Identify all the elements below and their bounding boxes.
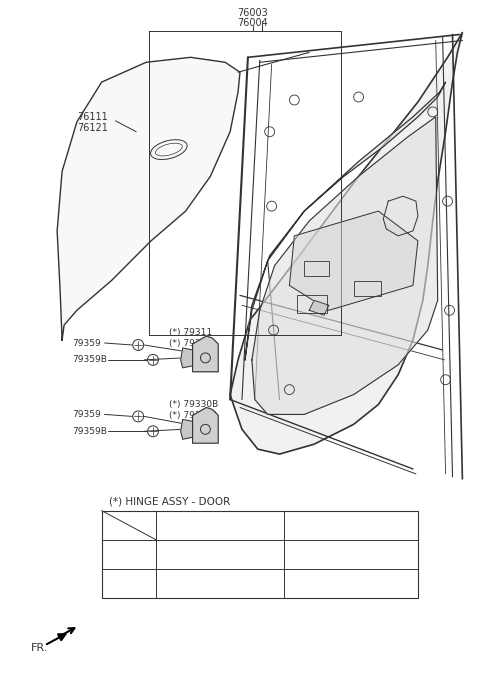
Bar — [102, 510, 418, 598]
Text: 76111: 76111 — [77, 112, 108, 122]
Text: (*) 79330B: (*) 79330B — [169, 400, 218, 409]
Polygon shape — [252, 117, 438, 414]
Polygon shape — [57, 57, 240, 340]
Text: 79359B: 79359B — [72, 427, 107, 436]
Text: 79359: 79359 — [72, 339, 101, 348]
Text: 79359B: 79359B — [72, 355, 107, 364]
Text: 79325-1Y300: 79325-1Y300 — [319, 579, 384, 589]
Bar — [297, 295, 327, 313]
Polygon shape — [192, 407, 218, 443]
Text: (*) 79311: (*) 79311 — [169, 328, 212, 337]
Polygon shape — [192, 336, 218, 372]
Bar — [354, 280, 381, 296]
Text: (*) 79312: (*) 79312 — [169, 339, 212, 348]
Text: (*) 79340A: (*) 79340A — [169, 411, 218, 420]
Text: 79315-1Y300: 79315-1Y300 — [319, 550, 384, 561]
Polygon shape — [180, 348, 192, 368]
Text: 79310-2V000: 79310-2V000 — [188, 550, 253, 561]
Polygon shape — [245, 82, 445, 360]
Text: LH: LH — [122, 550, 135, 561]
Bar — [304, 260, 329, 275]
Text: 79320-2V000: 79320-2V000 — [187, 579, 253, 589]
Polygon shape — [309, 300, 329, 315]
Text: LWR: LWR — [341, 521, 362, 531]
Text: (*) HINGE ASSY - DOOR: (*) HINGE ASSY - DOOR — [108, 497, 230, 507]
Text: 76004: 76004 — [238, 18, 268, 27]
Text: 76003: 76003 — [238, 8, 268, 18]
Text: FR.: FR. — [30, 642, 48, 653]
Polygon shape — [180, 419, 192, 439]
Text: UPR: UPR — [210, 521, 230, 531]
Text: RH: RH — [121, 579, 136, 589]
Polygon shape — [230, 32, 462, 454]
Polygon shape — [289, 211, 418, 311]
Text: 79359: 79359 — [72, 410, 101, 419]
Text: 76121: 76121 — [77, 123, 108, 133]
